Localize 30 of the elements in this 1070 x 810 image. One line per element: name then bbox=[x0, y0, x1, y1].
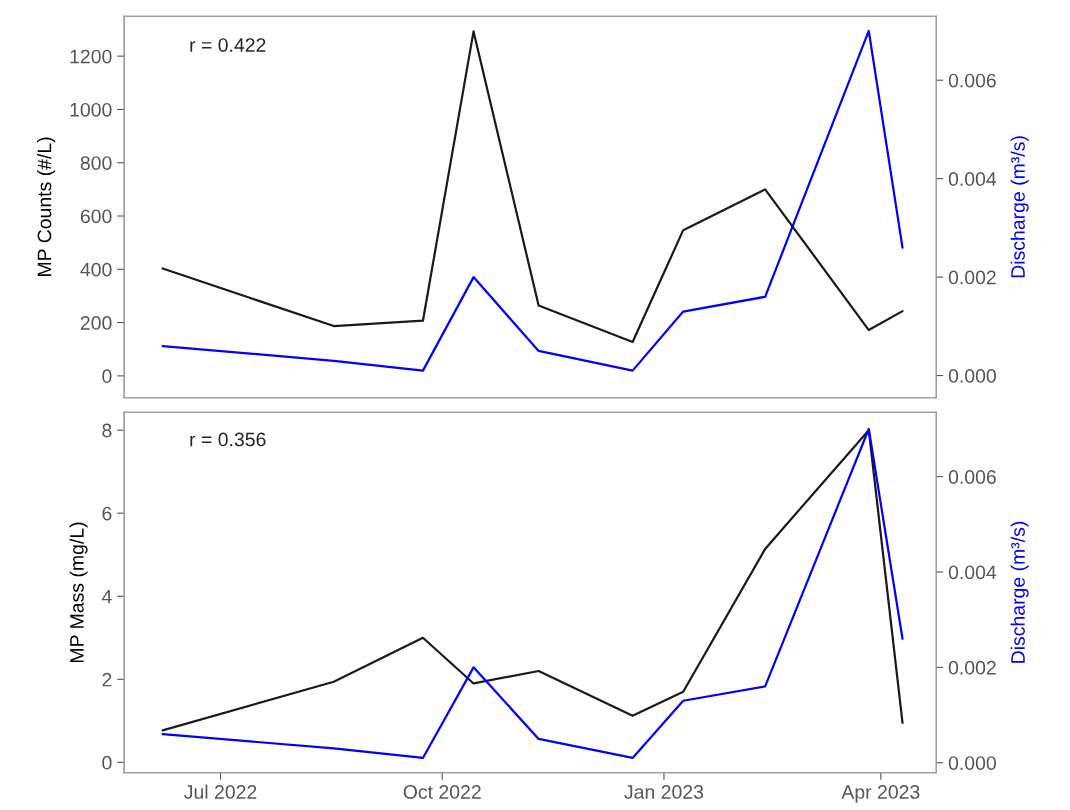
y2-tick-label: 0.000 bbox=[948, 756, 996, 770]
y2-tick-label: 0.000 bbox=[948, 369, 996, 383]
y2-axis-title: Discharge (m³/s) bbox=[1010, 136, 1029, 278]
x-tick-label: Apr 2023 bbox=[841, 785, 920, 803]
y2-tick-label: 0.006 bbox=[948, 470, 996, 484]
x-tick-label: Jan 2023 bbox=[624, 785, 704, 799]
y2-tick-label: 0.006 bbox=[948, 73, 996, 88]
y2-tick-label: 0.002 bbox=[948, 270, 996, 285]
x-tick-label: Oct 2022 bbox=[403, 785, 481, 799]
annotation: r = 0.356 bbox=[190, 432, 266, 447]
y-tick-label: 0 bbox=[102, 369, 112, 384]
y-tick-label: 0 bbox=[102, 755, 112, 770]
y2-tick-label: 0.004 bbox=[948, 565, 997, 580]
y-tick-label: 800 bbox=[80, 156, 112, 170]
annotation: r = 0.422 bbox=[190, 38, 266, 52]
y-tick-label: 2 bbox=[102, 672, 112, 687]
y-tick-label: 4 bbox=[101, 589, 112, 604]
x-tick-label: Jul 2022 bbox=[184, 784, 257, 799]
y-tick-label: 6 bbox=[102, 506, 112, 521]
y-tick-label: 400 bbox=[80, 262, 112, 277]
y2-tick-label: 0.002 bbox=[948, 660, 996, 675]
y-tick-label: 200 bbox=[80, 316, 112, 330]
y-tick-label: 8 bbox=[102, 423, 112, 438]
y2-axis-title: Discharge (m³/s) bbox=[1010, 521, 1029, 663]
y-tick-label: 1200 bbox=[70, 49, 112, 64]
y-axis-title: MP Mass (mg/L) bbox=[69, 522, 88, 663]
y-tick-label: 600 bbox=[80, 209, 112, 224]
y2-tick-label: 0.004 bbox=[948, 172, 997, 186]
y-axis-title: MP Counts (#/L) bbox=[37, 137, 56, 276]
y-tick-label: 1000 bbox=[70, 102, 112, 117]
